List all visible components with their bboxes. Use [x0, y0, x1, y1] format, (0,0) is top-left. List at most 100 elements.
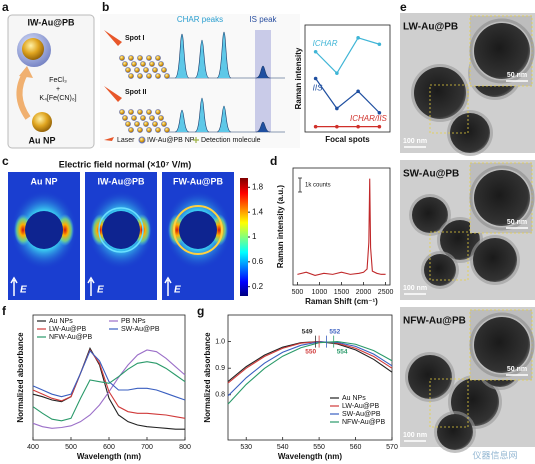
particle [146, 73, 152, 79]
legend-text: Laser [117, 137, 135, 144]
legend-text: LW-Au@PB [342, 403, 380, 410]
is-band [255, 30, 271, 132]
particle [164, 127, 170, 133]
field-arrow [10, 276, 18, 296]
field-arrow [87, 276, 95, 296]
nanoparticle [424, 254, 456, 286]
particle [140, 115, 146, 121]
chart: Focal spots Raman intensity ICHAR IIS ICHAR/… [294, 24, 391, 144]
scale-bar [298, 177, 302, 193]
x-tick-label: 570 [386, 444, 398, 451]
tem-image: SW-Au@PB 50 nm 100 nm [400, 160, 535, 300]
map-label: IW-Au@PB [97, 176, 145, 186]
peak [216, 31, 232, 79]
nanoparticle [473, 238, 517, 282]
gold-core [22, 38, 44, 60]
data-point [377, 124, 382, 129]
data-point [313, 49, 318, 54]
particle [134, 121, 140, 127]
particle [158, 115, 164, 121]
inset-shell [469, 312, 535, 378]
particle [149, 115, 155, 121]
data-line [32, 349, 186, 401]
particle [131, 115, 137, 121]
zoom-region [429, 84, 469, 134]
legend-text: PB NPs [121, 318, 146, 325]
scale-label: 100 nm [403, 138, 427, 145]
peak [174, 33, 190, 79]
shell-ring [98, 207, 144, 253]
data-point [313, 76, 318, 81]
particle [128, 55, 134, 61]
field-maps: Au NP E IW-Au@PB E FW-Au@PB E [8, 172, 234, 300]
particle [128, 73, 134, 79]
legend-text: NFW-Au@PB [342, 419, 385, 426]
peak-label: 554 [337, 348, 348, 355]
data-point [377, 42, 382, 47]
data-line [32, 347, 185, 430]
x-tick-label: 540 [277, 444, 289, 451]
particle [137, 127, 143, 133]
data-point [313, 124, 318, 129]
scale-label: 50 nm [507, 219, 527, 226]
particle [122, 115, 128, 121]
data-line [297, 178, 386, 277]
y-axis-label: Raman intensity (a.u.) [276, 185, 285, 268]
legend-text: LW-Au@PB [49, 326, 87, 333]
legend-icon [138, 136, 146, 144]
image-label: SW-Au@PB [403, 169, 459, 180]
particle [155, 127, 161, 133]
panel-label: b [102, 0, 109, 14]
particle [137, 55, 143, 61]
data-point [356, 124, 360, 129]
particle [143, 67, 149, 73]
x-axis-label: Focal spots [325, 135, 370, 144]
inset-particle [474, 317, 530, 373]
nanoparticle [414, 67, 466, 119]
reagent: + [56, 86, 60, 93]
legend-text: SW-Au@PB [121, 326, 160, 333]
plot-frame [304, 24, 391, 133]
nanoparticle [408, 355, 452, 399]
x-tick-label: 530 [240, 444, 252, 451]
field-label: E [97, 285, 104, 296]
x-tick-label: 2500 [378, 289, 394, 296]
particle [161, 67, 167, 73]
particle [152, 121, 158, 127]
particle [137, 109, 143, 115]
reagent: K₄[Fe(CN)₆] [39, 95, 76, 102]
colorbar-label: 0.2 [252, 282, 264, 291]
map-label: Au NP [31, 176, 58, 186]
series-label: ICHAR/IIS [350, 114, 388, 123]
nanoparticle [450, 113, 490, 153]
scale-label: 100 nm [403, 285, 427, 292]
spectra [119, 31, 285, 133]
x-axis-label: Raman Shift (cm⁻¹) [305, 297, 378, 306]
panel-label: a [2, 0, 9, 14]
field-label: E [174, 285, 181, 296]
data-point [356, 89, 360, 94]
colorbar-label: 0.6 [252, 257, 264, 266]
data-line [315, 37, 380, 75]
particle [128, 109, 134, 115]
scale-bar-label: 1k counts [305, 183, 331, 189]
particle [158, 61, 164, 67]
legend-text: SW-Au@PB [342, 411, 381, 418]
x-axis-label: Wavelength (nm) [278, 452, 342, 461]
peak [255, 65, 271, 79]
particle [146, 127, 152, 133]
particle [155, 73, 161, 79]
arrow-head [19, 66, 33, 78]
shell-ring [173, 205, 223, 255]
legend-text: Au NPs [49, 318, 73, 325]
spot-label: Spot I [125, 35, 144, 42]
data-point [335, 106, 339, 111]
peak [216, 105, 232, 133]
x-tick-label: 1000 [312, 289, 328, 296]
y-axis-label: Raman intensity [294, 47, 303, 109]
panel-label: f [2, 304, 7, 318]
x-tick-label: 2000 [356, 289, 372, 296]
